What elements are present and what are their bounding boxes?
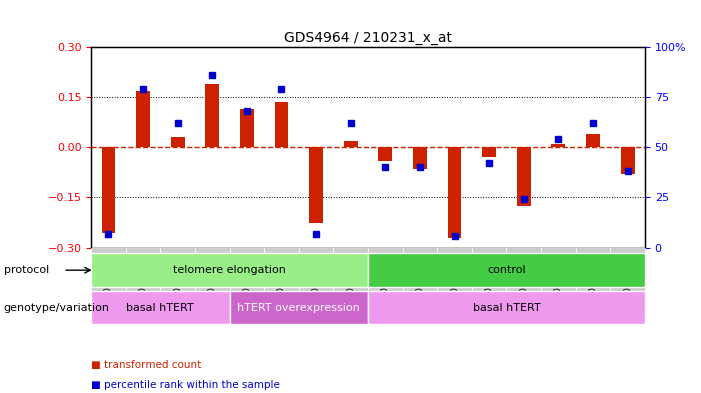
FancyBboxPatch shape — [125, 248, 161, 312]
Bar — [448, 147, 461, 237]
Bar — [343, 141, 358, 147]
Text: protocol: protocol — [4, 265, 49, 275]
FancyBboxPatch shape — [299, 248, 334, 312]
FancyBboxPatch shape — [334, 248, 368, 312]
FancyBboxPatch shape — [230, 291, 368, 324]
FancyBboxPatch shape — [91, 291, 230, 324]
FancyBboxPatch shape — [368, 291, 645, 324]
Text: GSM1019106: GSM1019106 — [519, 257, 529, 318]
Text: telomere elongation: telomere elongation — [173, 265, 286, 275]
FancyBboxPatch shape — [264, 248, 299, 312]
FancyBboxPatch shape — [91, 253, 368, 287]
Text: ■ percentile rank within the sample: ■ percentile rank within the sample — [91, 380, 280, 390]
FancyBboxPatch shape — [368, 248, 402, 312]
Text: GSM1019105: GSM1019105 — [346, 257, 355, 318]
Text: basal hTERT: basal hTERT — [472, 303, 540, 312]
FancyBboxPatch shape — [437, 248, 472, 312]
Text: GSM1019102: GSM1019102 — [243, 257, 252, 318]
Bar — [482, 147, 496, 157]
Bar — [413, 147, 427, 169]
FancyBboxPatch shape — [472, 248, 507, 312]
Text: GSM1019098: GSM1019098 — [381, 257, 390, 318]
Text: ■ transformed count: ■ transformed count — [91, 360, 201, 371]
Bar — [620, 147, 634, 174]
Text: GSM1019113: GSM1019113 — [207, 257, 217, 318]
Text: GSM1019109: GSM1019109 — [623, 257, 632, 318]
Text: GSM1019100: GSM1019100 — [450, 257, 459, 318]
Text: GSM1019108: GSM1019108 — [589, 257, 597, 318]
FancyBboxPatch shape — [195, 248, 230, 312]
FancyBboxPatch shape — [507, 248, 541, 312]
Text: GSM1019101: GSM1019101 — [484, 257, 494, 318]
Bar — [102, 147, 116, 233]
Text: GSM1019107: GSM1019107 — [554, 257, 563, 318]
FancyBboxPatch shape — [230, 248, 264, 312]
Text: GSM1019110: GSM1019110 — [104, 257, 113, 318]
Title: GDS4964 / 210231_x_at: GDS4964 / 210231_x_at — [284, 31, 452, 45]
Bar — [205, 84, 219, 147]
FancyBboxPatch shape — [402, 248, 437, 312]
Text: GSM1019103: GSM1019103 — [277, 257, 286, 318]
Bar — [552, 144, 565, 147]
Text: genotype/variation: genotype/variation — [4, 303, 109, 312]
FancyBboxPatch shape — [161, 248, 195, 312]
Text: basal hTERT: basal hTERT — [126, 303, 194, 312]
Bar — [309, 147, 323, 222]
FancyBboxPatch shape — [91, 248, 125, 312]
Text: GSM1019099: GSM1019099 — [416, 257, 424, 318]
Bar — [517, 147, 531, 206]
FancyBboxPatch shape — [368, 253, 645, 287]
FancyBboxPatch shape — [541, 248, 576, 312]
FancyBboxPatch shape — [611, 248, 645, 312]
Bar — [240, 109, 254, 147]
Bar — [136, 90, 150, 147]
Text: control: control — [487, 265, 526, 275]
Text: GSM1019112: GSM1019112 — [173, 257, 182, 318]
Bar — [586, 134, 600, 147]
Bar — [171, 137, 184, 147]
Text: hTERT overexpression: hTERT overexpression — [238, 303, 360, 312]
FancyBboxPatch shape — [576, 248, 611, 312]
Text: GSM1019104: GSM1019104 — [312, 257, 320, 318]
Bar — [275, 102, 288, 147]
Bar — [379, 147, 393, 161]
Text: GSM1019111: GSM1019111 — [139, 257, 147, 318]
